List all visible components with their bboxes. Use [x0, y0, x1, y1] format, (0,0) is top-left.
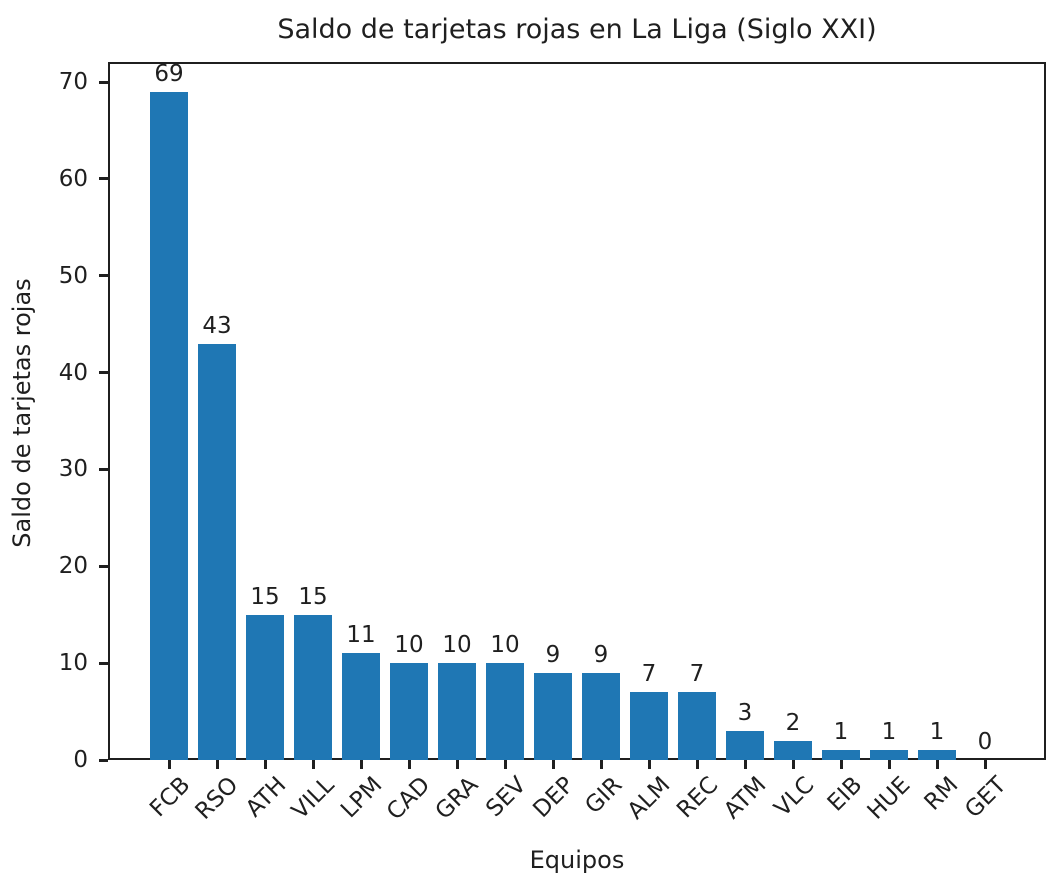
y-tick-label: 50	[58, 262, 88, 289]
y-tick-label: 20	[58, 553, 88, 580]
y-tick-label: 10	[58, 650, 88, 677]
x-tick-mark	[167, 760, 171, 769]
bar	[678, 692, 716, 760]
bar	[630, 692, 668, 760]
x-tick-mark	[455, 760, 459, 769]
bar	[342, 653, 380, 760]
x-tick-mark	[695, 760, 699, 769]
bar	[198, 343, 236, 760]
x-tick-mark	[887, 760, 891, 769]
y-tick-label: 0	[73, 747, 88, 773]
x-tick-mark	[743, 760, 747, 769]
x-tick-mark	[647, 760, 651, 769]
bar-value-label: 0	[977, 729, 993, 755]
bar-value-label: 11	[346, 622, 376, 649]
y-tick-mark	[99, 758, 108, 762]
bar	[918, 750, 956, 760]
y-tick-mark	[99, 467, 108, 471]
bar	[246, 614, 284, 760]
bar-value-label: 15	[250, 583, 280, 610]
bar	[438, 663, 476, 760]
y-tick-mark	[99, 564, 108, 568]
bar	[390, 663, 428, 760]
x-tick-mark	[599, 760, 603, 769]
bar-value-label: 1	[929, 719, 945, 746]
y-tick-mark	[99, 661, 108, 665]
bar-value-label: 2	[785, 709, 801, 736]
bar	[726, 730, 764, 760]
y-tick-mark	[99, 371, 108, 375]
x-tick-mark	[311, 760, 315, 769]
bar-value-label: 1	[881, 719, 897, 746]
bar-value-label: 15	[298, 583, 328, 610]
x-tick-mark	[503, 760, 507, 769]
chart-title: Saldo de tarjetas rojas en La Liga (Sigl…	[277, 14, 877, 45]
x-tick-mark	[935, 760, 939, 769]
x-tick-mark	[551, 760, 555, 769]
bar-value-label: 10	[394, 632, 424, 659]
bar-value-label: 7	[689, 661, 705, 688]
bar	[486, 663, 524, 760]
y-tick-label: 30	[58, 456, 88, 483]
y-tick-label: 40	[58, 359, 88, 386]
bar-value-label: 3	[737, 699, 753, 726]
y-tick-mark	[99, 274, 108, 278]
bar-value-label: 10	[490, 632, 520, 659]
bar	[822, 750, 860, 760]
x-tick-mark	[791, 760, 795, 769]
bar-value-label: 9	[593, 641, 609, 668]
x-tick-mark	[983, 760, 987, 769]
bar-value-label: 43	[202, 312, 232, 339]
bar-value-label: 69	[154, 60, 184, 87]
bar	[534, 672, 572, 760]
bar-value-label: 7	[641, 661, 657, 688]
x-tick-mark	[359, 760, 363, 769]
x-tick-mark	[215, 760, 219, 769]
bar	[870, 750, 908, 760]
bar	[582, 672, 620, 760]
y-tick-mark	[99, 177, 108, 181]
bar	[150, 91, 188, 760]
x-tick-mark	[407, 760, 411, 769]
bar	[774, 740, 812, 760]
y-tick-label: 70	[58, 69, 88, 95]
x-tick-mark	[263, 760, 267, 769]
bar-value-label: 9	[545, 641, 561, 668]
y-tick-mark	[99, 80, 108, 84]
x-axis-label: Equipos	[529, 846, 625, 874]
y-tick-label: 60	[58, 165, 88, 192]
bar-value-label: 10	[442, 632, 472, 659]
bar-value-label: 1	[833, 719, 849, 746]
x-tick-mark	[839, 760, 843, 769]
bar	[294, 614, 332, 760]
